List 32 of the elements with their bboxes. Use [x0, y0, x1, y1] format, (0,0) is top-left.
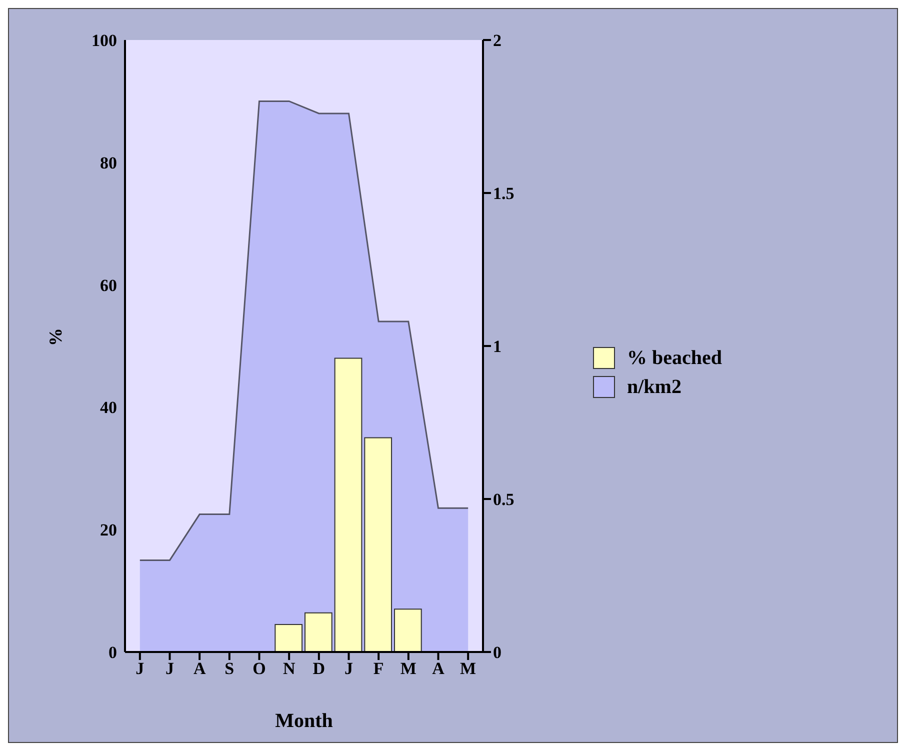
legend-label: % beached — [627, 346, 722, 370]
bar — [364, 437, 392, 652]
x-tick-label: M — [400, 659, 416, 678]
x-tick-label: M — [460, 659, 476, 678]
y2-tick-label: 1.5 — [493, 184, 514, 204]
y-axis-title: % — [45, 328, 66, 346]
x-tick-label: O — [252, 659, 266, 678]
y2-tick-label: 0 — [493, 643, 502, 662]
y2-tick-label: 0.5 — [493, 490, 514, 510]
bar — [304, 612, 332, 652]
y-tick-label: 100 — [92, 31, 117, 50]
x-tick-label: D — [312, 659, 326, 678]
y-tick-label: 60 — [100, 276, 117, 295]
bar — [394, 608, 422, 652]
bar — [274, 624, 303, 652]
x-tick-label: A — [193, 659, 206, 678]
y2-tick-label: 1 — [493, 337, 502, 356]
x-tick-label: J — [166, 659, 174, 678]
x-tick-label: F — [373, 659, 384, 678]
y-tick-label: 0 — [108, 643, 117, 662]
x-tick-label: N — [282, 659, 296, 678]
bar — [334, 358, 362, 652]
x-axis-title: Month — [275, 710, 333, 732]
y-tick-label: 80 — [100, 153, 117, 172]
y-tick-label: 20 — [100, 520, 117, 540]
x-tick-label: A — [432, 659, 446, 678]
x-tick-label: J — [136, 659, 145, 678]
y2-tick-label: 2 — [493, 31, 502, 50]
y-tick-label: 40 — [100, 398, 117, 418]
legend-label: n/km2 — [627, 376, 682, 398]
x-tick-label: S — [224, 659, 234, 678]
x-tick-label: J — [344, 659, 354, 678]
